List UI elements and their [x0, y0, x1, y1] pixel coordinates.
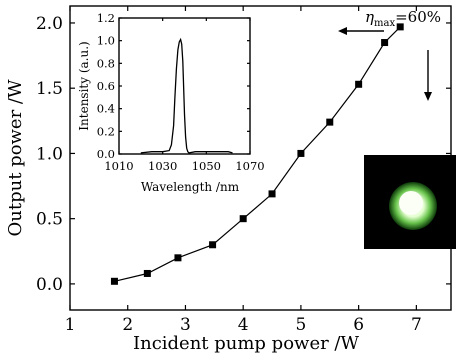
efficiency-value: =60% [395, 8, 441, 26]
main-data-point [381, 39, 389, 47]
beam-spot-image [364, 155, 456, 249]
main-data-point [355, 80, 363, 88]
inset-plot-frame [118, 17, 251, 155]
main-y-tick-label: 1.0 [36, 144, 63, 164]
inset-x-tick-label: 1010 [104, 159, 133, 173]
inset-y-tick-label: 0.8 [97, 56, 115, 70]
main-y-tick-label: 0.0 [36, 275, 63, 295]
inset-x-tick-label: 1050 [192, 159, 221, 173]
inset-y-tick-label: 1.2 [97, 11, 115, 25]
down-arrow-head [424, 92, 432, 101]
left-arrow-head [338, 27, 347, 35]
main-data-point [239, 215, 247, 223]
main-y-tick-label: 1.5 [36, 79, 63, 99]
efficiency-subscript: max [374, 18, 395, 29]
main-x-tick-label: 5 [295, 315, 306, 335]
inset-y-tick-label: 0.0 [97, 147, 115, 161]
main-data-point [326, 118, 334, 126]
main-x-tick-label: 1 [65, 315, 76, 335]
efficiency-label: ηmax=60% [365, 8, 441, 29]
main-x-tick-label: 2 [122, 315, 133, 335]
main-data-point [297, 149, 305, 157]
main-data-point [268, 190, 276, 198]
inset-y-tick-label: 0.6 [97, 79, 115, 93]
main-x-tick-label: 7 [411, 315, 422, 335]
main-y-axis-title: Output power /W [5, 79, 26, 236]
inset-y-tick-label: 0.4 [97, 102, 115, 116]
main-x-tick-label: 3 [180, 315, 191, 335]
inset-x-tick-label: 1030 [148, 159, 177, 173]
inset-x-axis-title: Wavelength /nm [141, 180, 240, 194]
inset-y-tick-label: 0.2 [97, 124, 115, 138]
main-y-tick-label: 0.5 [36, 210, 63, 230]
main-data-point [174, 254, 182, 262]
main-x-axis-title: Incident pump power /W [133, 333, 360, 354]
inset-x-tick-label: 1070 [235, 159, 264, 173]
inset-y-axis-title: Intensity (a.u.) [77, 41, 91, 130]
main-data-point [209, 241, 217, 249]
inset-y-tick-label: 1.0 [97, 34, 115, 48]
beam-spot-core [399, 191, 423, 215]
efficiency-annotation: ηmax=60% [338, 8, 441, 101]
main-data-point [143, 269, 151, 277]
main-plot: 1 2 3 4 5 6 7 0.0 0.5 1.0 1.5 2.0 Incident pump po… [5, 5, 452, 354]
inset-spectrum-line [140, 37, 233, 154]
main-data-point [396, 23, 404, 31]
main-y-tick-label: 2.0 [36, 14, 63, 34]
efficiency-symbol: η [365, 8, 374, 26]
main-series-points [110, 23, 404, 285]
inset-x-ticks: 1010 1030 1050 1070 [104, 18, 265, 173]
main-x-tick-label: 4 [238, 315, 249, 335]
main-data-point [110, 277, 118, 285]
main-x-tick-label: 6 [353, 315, 364, 335]
main-x-ticks: 1 2 3 4 5 6 7 [65, 6, 422, 335]
inset-spectrum-plot: 1010 1030 1050 1070 0.0 0.2 0.4 0.6 0.8 1.0 1.2 W… [77, 11, 265, 194]
inset-y-ticks: 0.0 0.2 0.4 0.6 0.8 1.0 1.2 [97, 11, 250, 161]
